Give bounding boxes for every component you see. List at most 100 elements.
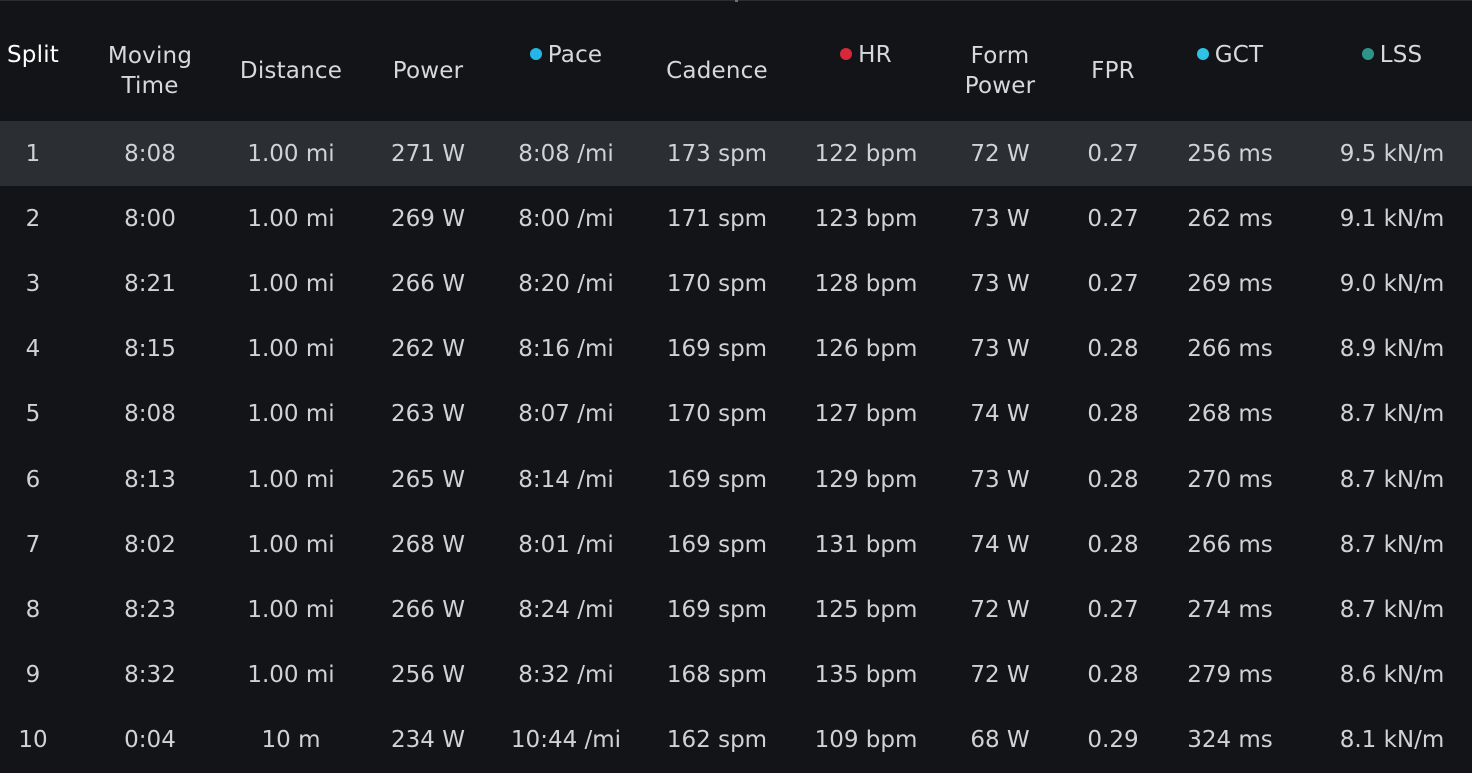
pace-dot-icon [529,48,542,60]
cell-moving-time: 8:08 [66,121,234,187]
cell-split: 5 [25,401,41,428]
cell-moving-time: 8:23 [124,596,176,623]
col-header-hr[interactable]: HR [810,21,922,121]
cell-power: 263 W [391,401,465,428]
lss-dot-icon [1361,48,1374,60]
splits-table: Split Moving Time Distance Power Pace Ca… [0,21,1472,773]
col-header-split[interactable]: Split [0,21,66,121]
cell-cadence: 169 spm [666,466,768,493]
table-row[interactable]: 8 8:23 1.00 mi 266 W 8:24 /mi 169 spm 125 bpm 7… [0,577,1472,642]
cell-form-power: 72 W [970,662,1030,689]
cell-fpr: 0.27 [1078,121,1148,187]
col-header-fpr[interactable]: FPR [1078,21,1148,121]
col-header-pace-label: Pace [547,42,603,68]
cell-distance: 1.00 mi [247,205,335,232]
cell-hr: 123 bpm [814,205,918,232]
cell-distance: 1.00 mi [247,336,335,363]
cell-gct: 266 ms [1187,531,1273,558]
col-header-pace[interactable]: Pace [508,21,624,121]
cell-pace: 8:07 /mi [518,401,614,428]
cell-distance: 1.00 mi [234,121,348,187]
col-header-cadence[interactable]: Cadence [624,21,810,121]
col-header-lss[interactable]: LSS [1312,21,1472,121]
cell-power: 262 W [391,336,465,363]
cell-fpr: 0.27 [1087,596,1139,623]
col-header-gct[interactable]: GCT [1148,21,1312,121]
cell-gct: 266 ms [1187,336,1273,363]
header-row: Split Moving Time Distance Power Pace Ca… [0,21,1472,121]
cell-form-power: 68 W [970,727,1030,754]
cell-gct: 256 ms [1148,121,1312,187]
table-row[interactable]: 3 8:21 1.00 mi 266 W 8:20 /mi 170 spm 128 bpm 7… [0,251,1472,316]
cell-split: 2 [25,205,41,232]
cell-distance: 1.00 mi [247,270,335,297]
cell-moving-time: 8:02 [124,531,176,558]
cell-pace: 8:24 /mi [518,596,614,623]
cell-pace: 8:32 /mi [518,662,614,689]
cell-moving-time: 8:08 [124,401,176,428]
cell-distance: 1.00 mi [247,662,335,689]
cell-fpr: 0.29 [1087,727,1139,754]
table-row[interactable]: 5 8:08 1.00 mi 263 W 8:07 /mi 170 spm 127 bpm 7… [0,382,1472,447]
cell-distance: 1.00 mi [247,531,335,558]
cell-fpr: 0.28 [1087,466,1139,493]
table-row[interactable]: 2 8:00 1.00 mi 269 W 8:00 /mi 171 spm 123 bpm 7… [0,186,1472,251]
cell-power: 269 W [391,205,465,232]
cell-cadence: 169 spm [666,336,768,363]
cell-hr: 128 bpm [814,270,918,297]
table-row[interactable]: 7 8:02 1.00 mi 268 W 8:01 /mi 169 spm 131 bpm 7… [0,512,1472,577]
cell-pace: 8:08 /mi [508,121,624,187]
col-header-distance[interactable]: Distance [234,21,348,121]
cell-fpr: 0.27 [1087,270,1139,297]
table-row[interactable]: 6 8:13 1.00 mi 265 W 8:14 /mi 169 spm 129 bpm 7… [0,447,1472,512]
cell-moving-time: 8:00 [124,205,176,232]
cell-cadence: 162 spm [666,727,768,754]
cell-hr: 127 bpm [814,401,918,428]
cell-pace: 8:20 /mi [518,270,614,297]
cell-hr: 126 bpm [814,336,918,363]
table-row[interactable]: 4 8:15 1.00 mi 262 W 8:16 /mi 169 spm 126 bpm 7… [0,317,1472,382]
cell-moving-time: 0:04 [124,727,176,754]
splits-table-body: 1 8:08 1.00 mi 271 W 8:08 /mi 173 spm 122 bpm 7… [0,121,1472,773]
cell-pace: 8:14 /mi [518,466,614,493]
col-header-power[interactable]: Power [348,21,508,121]
cell-fpr: 0.28 [1087,531,1139,558]
cell-pace: 8:00 /mi [518,205,614,232]
cell-form-power: 73 W [970,270,1030,297]
col-header-split-label: Split [7,42,59,68]
cell-form-power: 72 W [922,121,1078,187]
cell-hr: 122 bpm [810,121,922,187]
table-row[interactable]: 10 0:04 10 m 234 W 10:44 /mi 162 spm 109 bpm 68… [0,708,1472,773]
col-header-distance-label: Distance [239,58,343,84]
cell-split: 1 [0,121,66,187]
gct-dot-icon [1196,48,1209,60]
cell-lss: 8.7 kN/m [1339,531,1445,558]
cell-lss: 9.5 kN/m [1312,121,1472,187]
table-row[interactable]: 9 8:32 1.00 mi 256 W 8:32 /mi 168 spm 135 bpm 7… [0,643,1472,708]
col-header-moving-time[interactable]: Moving Time [66,21,234,121]
cell-lss: 8.7 kN/m [1339,401,1445,428]
cell-hr: 125 bpm [814,596,918,623]
cell-power: 265 W [391,466,465,493]
cell-power: 234 W [391,727,465,754]
cell-cadence: 170 spm [666,401,768,428]
col-header-lss-label: LSS [1379,42,1423,68]
cell-power: 268 W [391,531,465,558]
cell-lss: 8.6 kN/m [1339,662,1445,689]
cell-gct: 268 ms [1187,401,1273,428]
cell-lss: 8.7 kN/m [1339,596,1445,623]
col-header-moving-time-line2: Time [121,73,179,99]
hr-dot-icon [840,48,853,60]
table-row[interactable]: 1 8:08 1.00 mi 271 W 8:08 /mi 173 spm 122 bpm 7… [0,121,1472,187]
col-header-power-label: Power [392,58,464,84]
cell-distance: 10 m [261,727,321,754]
cell-gct: 270 ms [1187,466,1273,493]
cell-cadence: 168 spm [666,662,768,689]
cell-pace: 10:44 /mi [510,727,622,754]
col-header-form-power[interactable]: Form Power [922,21,1078,121]
cell-split: 8 [25,596,41,623]
top-indicator-mark [735,0,738,2]
cell-hr: 129 bpm [814,466,918,493]
cell-cadence: 169 spm [666,596,768,623]
cell-cadence: 173 spm [624,121,810,187]
